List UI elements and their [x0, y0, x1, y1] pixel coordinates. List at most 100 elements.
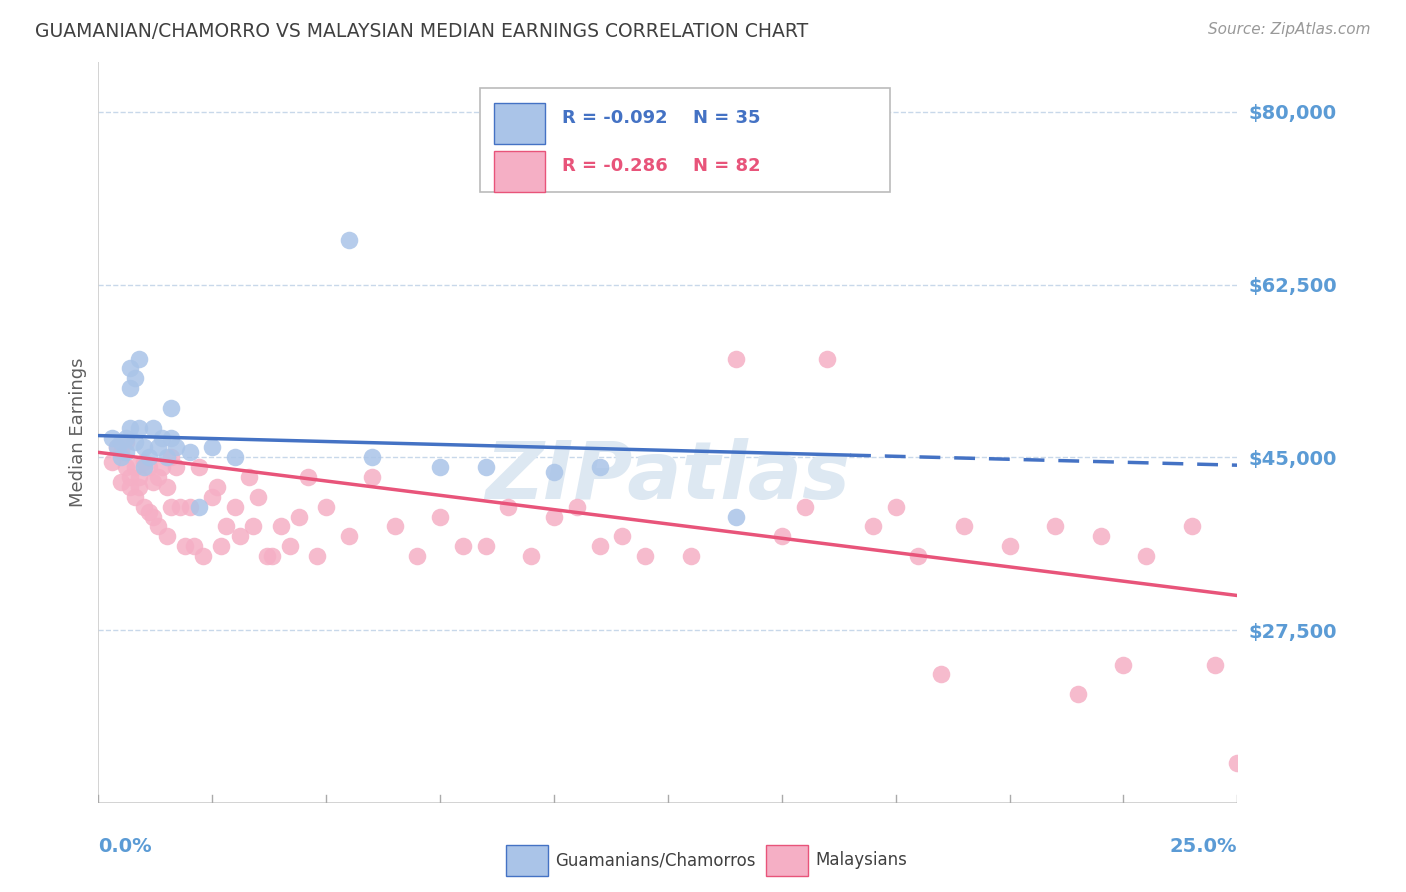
Point — [588, 460, 610, 475]
Text: Guamanians/Chamorros: Guamanians/Chamorros — [555, 851, 756, 870]
Point — [146, 519, 169, 533]
Point — [179, 500, 201, 514]
Point — [270, 519, 292, 533]
Point — [429, 460, 451, 475]
FancyBboxPatch shape — [494, 103, 546, 144]
FancyBboxPatch shape — [494, 152, 546, 192]
Point — [288, 509, 311, 524]
Point — [1067, 687, 1090, 701]
Point — [498, 500, 520, 514]
Point — [114, 445, 136, 459]
Point — [114, 460, 136, 475]
Point — [138, 450, 160, 465]
Point — [474, 460, 496, 475]
Point — [165, 460, 187, 475]
Point — [815, 351, 838, 366]
Point — [360, 470, 382, 484]
Point — [451, 539, 474, 553]
Point — [770, 529, 793, 543]
FancyBboxPatch shape — [479, 88, 890, 192]
Point — [1181, 519, 1204, 533]
Point — [110, 475, 132, 489]
Point — [1043, 519, 1066, 533]
Point — [679, 549, 702, 563]
Point — [114, 431, 136, 445]
Point — [146, 470, 169, 484]
Point — [179, 445, 201, 459]
Text: GUAMANIAN/CHAMORRO VS MALAYSIAN MEDIAN EARNINGS CORRELATION CHART: GUAMANIAN/CHAMORRO VS MALAYSIAN MEDIAN E… — [35, 22, 808, 41]
Point — [142, 420, 165, 434]
Point — [150, 431, 173, 445]
Point — [315, 500, 337, 514]
Point — [187, 460, 209, 475]
Point — [142, 475, 165, 489]
Point — [360, 450, 382, 465]
Point — [384, 519, 406, 533]
Point — [128, 470, 150, 484]
Point — [297, 470, 319, 484]
Point — [260, 549, 283, 563]
Point — [101, 455, 124, 469]
Point — [132, 455, 155, 469]
Point — [725, 509, 748, 524]
Point — [337, 529, 360, 543]
Point — [120, 361, 142, 376]
Point — [209, 539, 232, 553]
Point — [201, 441, 224, 455]
Text: R = -0.286: R = -0.286 — [562, 157, 668, 175]
Point — [156, 529, 179, 543]
Point — [110, 445, 132, 459]
Point — [215, 519, 238, 533]
Point — [307, 549, 329, 563]
Point — [160, 401, 183, 415]
Point — [224, 450, 246, 465]
Point — [725, 351, 748, 366]
Point — [543, 509, 565, 524]
Point — [1090, 529, 1112, 543]
Point — [150, 460, 173, 475]
Point — [256, 549, 278, 563]
Point — [146, 441, 169, 455]
Point — [160, 500, 183, 514]
Point — [953, 519, 976, 533]
Point — [128, 480, 150, 494]
Point — [128, 420, 150, 434]
Point — [120, 381, 142, 395]
Text: R = -0.092: R = -0.092 — [562, 109, 668, 127]
Point — [242, 519, 264, 533]
Point — [929, 667, 952, 681]
Point — [165, 441, 187, 455]
Point — [132, 441, 155, 455]
Point — [1112, 657, 1135, 672]
Point — [201, 490, 224, 504]
Y-axis label: Median Earnings: Median Earnings — [69, 358, 87, 508]
Point — [998, 539, 1021, 553]
Point — [793, 500, 815, 514]
Point — [124, 460, 146, 475]
Point — [907, 549, 929, 563]
Point — [156, 480, 179, 494]
Point — [132, 500, 155, 514]
Text: N = 82: N = 82 — [693, 157, 761, 175]
Point — [169, 500, 191, 514]
Point — [429, 509, 451, 524]
Point — [110, 450, 132, 465]
Point — [246, 490, 269, 504]
Point — [105, 441, 128, 455]
Point — [193, 549, 215, 563]
Point — [278, 539, 301, 553]
Point — [884, 500, 907, 514]
Text: Malaysians: Malaysians — [815, 851, 907, 870]
Point — [142, 509, 165, 524]
Point — [132, 460, 155, 475]
Text: N = 35: N = 35 — [693, 109, 761, 127]
Point — [138, 505, 160, 519]
Point — [224, 500, 246, 514]
Point — [862, 519, 884, 533]
Point — [1135, 549, 1157, 563]
Point — [337, 233, 360, 247]
Point — [105, 441, 128, 455]
Point — [543, 465, 565, 479]
Text: 0.0%: 0.0% — [98, 838, 152, 856]
Point — [174, 539, 197, 553]
